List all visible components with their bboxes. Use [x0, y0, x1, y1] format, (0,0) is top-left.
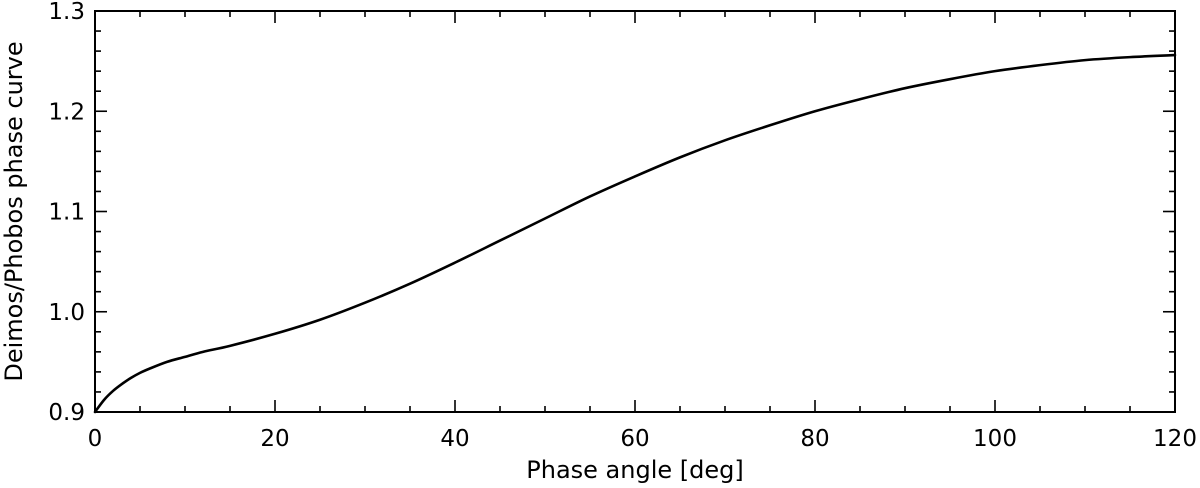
y-tick-label: 0.9 — [48, 400, 85, 426]
y-tick-label: 1.2 — [48, 99, 85, 125]
x-tick-label: 80 — [800, 426, 829, 452]
series-line — [93, 53, 1177, 414]
x-tick-label: 20 — [260, 426, 289, 452]
x-tick-label: 60 — [620, 426, 649, 452]
x-tick-label: 100 — [973, 426, 1017, 452]
axis-ticks — [94, 10, 1176, 413]
x-tick-label: 0 — [88, 426, 103, 452]
x-tick-label: 120 — [1153, 426, 1197, 452]
y-tick-label: 1.3 — [48, 0, 85, 25]
plot-frame — [94, 10, 1176, 413]
x-tick-label: 40 — [440, 426, 469, 452]
y-axis-label: Deimos/Phobos phase curve — [0, 41, 28, 381]
x-tick-labels: 0 20 40 60 80 100 120 — [88, 426, 1197, 452]
y-tick-labels: 0.9 1.0 1.1 1.2 1.3 — [48, 0, 85, 426]
y-tick-label: 1.0 — [48, 300, 85, 326]
y-tick-label: 1.1 — [48, 200, 85, 226]
x-axis-label: Phase angle [deg] — [526, 456, 743, 484]
